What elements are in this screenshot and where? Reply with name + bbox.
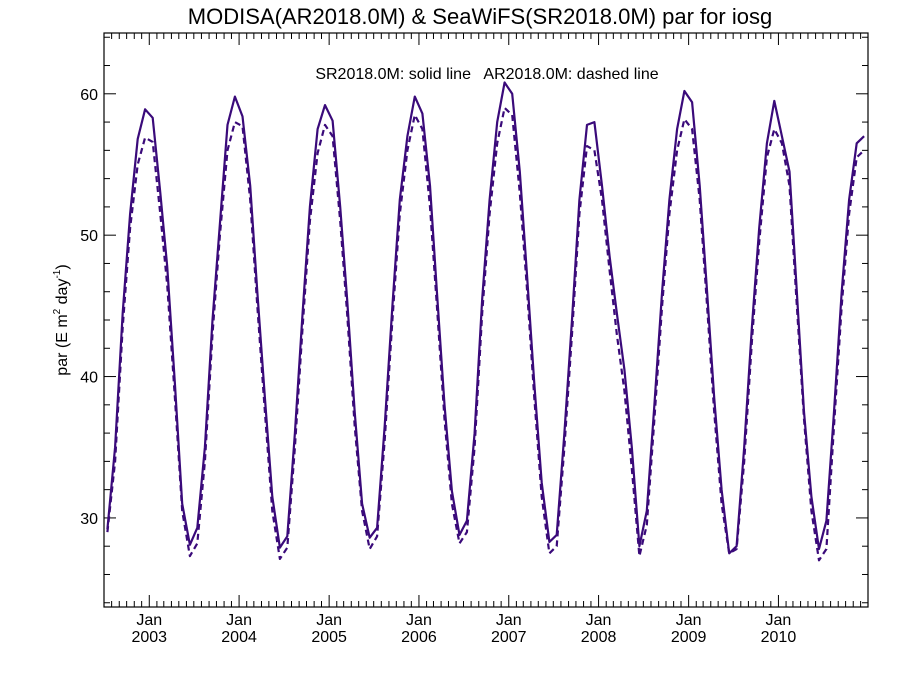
x-tick-label-year: 2008 — [581, 629, 617, 646]
x-tick-label-month: Jan — [766, 612, 792, 629]
x-tick-label-month: Jan — [136, 612, 162, 629]
x-tick-label-year: 2010 — [761, 629, 797, 646]
x-tick-label-year: 2006 — [401, 629, 437, 646]
x-tick-label-month: Jan — [586, 612, 612, 629]
x-tick-label-year: 2009 — [671, 629, 707, 646]
x-tick-label-year: 2004 — [221, 629, 257, 646]
legend-annotation: SR2018.0M: solid line AR2018.0M: dashed … — [315, 66, 658, 83]
x-tick-labels: Jan2003Jan2004Jan2005Jan2006Jan2007Jan20… — [131, 612, 796, 646]
chart-title: MODISA(AR2018.0M) & SeaWiFS(SR2018.0M) p… — [188, 4, 772, 29]
axis-ticks — [103, 33, 868, 607]
series-clip-group — [106, 81, 865, 562]
x-tick-label-month: Jan — [676, 612, 702, 629]
x-tick-label-year: 2005 — [311, 629, 347, 646]
x-tick-label-year: 2003 — [131, 629, 167, 646]
y-tick-labels: 30 40 50 60 — [80, 87, 98, 528]
y-tick-label: 50 — [80, 228, 98, 245]
x-tick-label-year: 2007 — [491, 629, 527, 646]
y-tick-label: 40 — [80, 370, 98, 387]
y-axis-label: par (E m2 day-1) — [52, 264, 71, 375]
x-tick-label-month: Jan — [316, 612, 342, 629]
x-tick-label-month: Jan — [406, 612, 432, 629]
x-tick-label-month: Jan — [496, 612, 522, 629]
series-line-sr2018-0m — [106, 81, 865, 555]
y-tick-label: 60 — [80, 87, 98, 104]
x-tick-label-month: Jan — [226, 612, 252, 629]
y-tick-label: 30 — [80, 511, 98, 528]
series-lines — [106, 81, 865, 562]
series-line-ar2018-0m — [106, 106, 865, 562]
